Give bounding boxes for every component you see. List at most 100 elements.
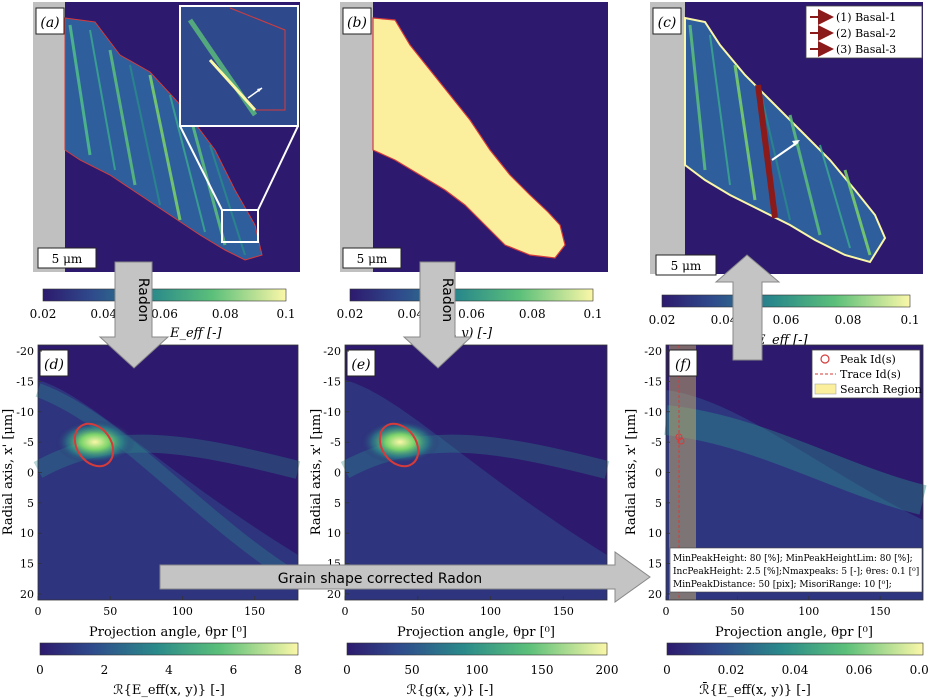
legend-c-item-1: (1) Basal-1: [836, 11, 896, 24]
axes-d-ytick: -15: [16, 375, 34, 388]
axes-f-ytick: 20: [648, 588, 662, 601]
radon-label-1: Radon: [135, 278, 151, 322]
axes-e-xtick: 100: [480, 605, 501, 618]
axes-d-ytick: 5: [27, 497, 34, 510]
colorbar-a-tick: 0.06: [151, 307, 178, 321]
colorbar-d-label: ℛ{E_eff(x, y)} [-]: [113, 683, 225, 698]
legend-f-item-3: Search Region: [840, 383, 922, 396]
colorbar-e-tick: 150: [531, 663, 554, 677]
axes-d-xtick: 150: [244, 605, 265, 618]
colorbar-b-tick: 0.04: [397, 307, 424, 321]
colorbar-f: 0 0.02 0.04 0.06 0.08 ℛ̄{E_eff(x, y)} [-]: [663, 642, 929, 698]
axes-f-ytick: -5: [651, 436, 662, 449]
ylabel-e: Radial axis, x' [μm]: [309, 409, 324, 536]
legend-c-item-2: (2) Basal-2: [836, 27, 896, 40]
corrected-radon-label: Grain shape corrected Radon: [278, 571, 482, 587]
params-line-1: MinPeakHeight: 80 [%]; MinPeakHeightLim:…: [673, 554, 913, 564]
colorbar-f-tick: 0: [663, 663, 671, 677]
axes-e-ytick: -5: [330, 436, 341, 449]
axes-f-ytick: -20: [644, 345, 662, 358]
colorbar-c-tick: 0.08: [835, 313, 862, 327]
colorbar-c-tick: 0.04: [711, 313, 738, 327]
axes-e-xtick: 150: [553, 605, 574, 618]
axes-e-ytick: -10: [323, 406, 341, 419]
colorbar-c: 0.02 0.04 0.06 0.08 0.1 E_eff [-]: [649, 294, 920, 348]
legend-f-item-1: Peak Id(s): [840, 353, 896, 366]
colorbar-d-tick: 2: [101, 663, 109, 677]
colorbar-c-tick: 0.02: [649, 313, 676, 327]
panel-a: (a) 5 μm: [33, 2, 300, 272]
axes-f-xtick: 0: [663, 605, 670, 618]
scale-bar-a: 5 μm: [52, 252, 83, 266]
colorbar-b-tick: 0.1: [583, 307, 602, 321]
colorbar-e-tick: 100: [466, 663, 489, 677]
colorbar-c-label: E_eff [-]: [755, 333, 808, 348]
axes-f-ytick: 10: [648, 527, 662, 540]
panel-label-e: (e): [351, 357, 370, 373]
panel-d: (d): [33, 345, 302, 600]
colorbar-c-tick: 0.06: [773, 313, 800, 327]
colorbar-f-label: ℛ̄{E_eff(x, y)} [-]: [699, 682, 811, 698]
colorbar-b-tick: 0.08: [519, 307, 546, 321]
axes-f-xtick: 150: [870, 605, 891, 618]
axes-e-ytick: 20: [327, 588, 341, 601]
colorbar-a: 0.02 0.04 0.06 0.08 0.1 E_eff [-]: [30, 288, 296, 341]
axes-f-ytick: -10: [644, 406, 662, 419]
colorbar-e-tick: 0: [343, 663, 351, 677]
panel-label-d: (d): [44, 357, 64, 373]
panel-label-c: (c): [658, 15, 677, 31]
axes-f-xtick: 50: [730, 605, 744, 618]
colorbar-d: 0 2 4 6 8 ℛ{E_eff(x, y)} [-]: [36, 642, 302, 698]
colorbar-b-tick: 0.06: [458, 307, 485, 321]
panel-e: (e): [340, 345, 610, 600]
colorbar-d-tick: 8: [294, 663, 302, 677]
up-arrow-f-c: [714, 254, 781, 361]
params-line-2: IncPeakHeight: 2.5 [%];Nmaxpeaks: 5 [-];…: [673, 567, 919, 577]
axes-e-ytick: 0: [334, 467, 341, 480]
axes-f-ytick: 15: [648, 558, 662, 571]
axes-d-ytick: 20: [20, 588, 34, 601]
colorbar-d-tick: 0: [36, 663, 44, 677]
panel-c: (c) 5 μm (1) Basal-1 (2) Basal-2 (3) Bas…: [650, 2, 923, 276]
axes-d-ytick: -10: [16, 406, 34, 419]
axes-e-ytick: -15: [323, 375, 341, 388]
axes-e-ytick: 10: [327, 527, 341, 540]
colorbar-e-tick: 200: [596, 663, 619, 677]
axes-d-ytick: -5: [23, 436, 34, 449]
axes-e-xtick: 0: [342, 605, 349, 618]
colorbar-d-tick: 6: [230, 663, 238, 677]
axes-f-xtick: 100: [798, 605, 819, 618]
panel-b: (b) 5 μm: [340, 2, 608, 272]
colorbar-f-tick: 0.04: [782, 663, 809, 677]
trace-line: [755, 84, 778, 219]
colorbar-a-tick: 0.02: [30, 307, 57, 321]
colorbar-b: 0.02 0.04 0.06 0.08 0.1 g(x, y) [-]: [337, 288, 603, 341]
axes-e-xtick: 50: [411, 605, 425, 618]
colorbar-c-tick: 0.1: [900, 313, 919, 327]
colorbar-d-tick: 4: [165, 663, 173, 677]
radon-arrow-a-d: Radon: [98, 261, 170, 369]
colorbar-f-tick: 0.06: [846, 663, 873, 677]
colorbar-a-tick: 0.08: [212, 307, 239, 321]
grain-b: [372, 17, 566, 259]
panel-f: (f) Peak Id(s) Trace Id(s) Search Region…: [664, 345, 927, 600]
xlabel-d: Projection angle, θpr [⁰]: [89, 625, 247, 640]
axes-f-ytick: -15: [644, 375, 662, 388]
panel-label-b: (b): [347, 15, 367, 31]
xlabel-e: Projection angle, θpr [⁰]: [397, 625, 555, 640]
colorbar-f-tick: 0.08: [910, 663, 929, 677]
grain-c: [684, 16, 887, 264]
xlabel-f: Projection angle, θpr [⁰]: [715, 625, 873, 640]
colorbar-f-tick: 0.02: [718, 663, 745, 677]
axes-f-ytick: 0: [655, 467, 662, 480]
params-box: [669, 547, 923, 593]
ylabel-d: Radial axis, x' [μm]: [1, 409, 16, 536]
scale-bar-b: 5 μm: [357, 252, 388, 266]
params-line-3: MinPeakDistance: 50 [pix]; MisoriRange: …: [673, 580, 892, 590]
axes-d-xtick: 100: [172, 605, 193, 618]
scale-bar-c: 5 μm: [671, 259, 702, 273]
legend-f-item-2: Trace Id(s): [840, 368, 901, 381]
panel-label-f: (f): [675, 357, 691, 373]
colorbar-b-tick: 0.02: [337, 307, 364, 321]
